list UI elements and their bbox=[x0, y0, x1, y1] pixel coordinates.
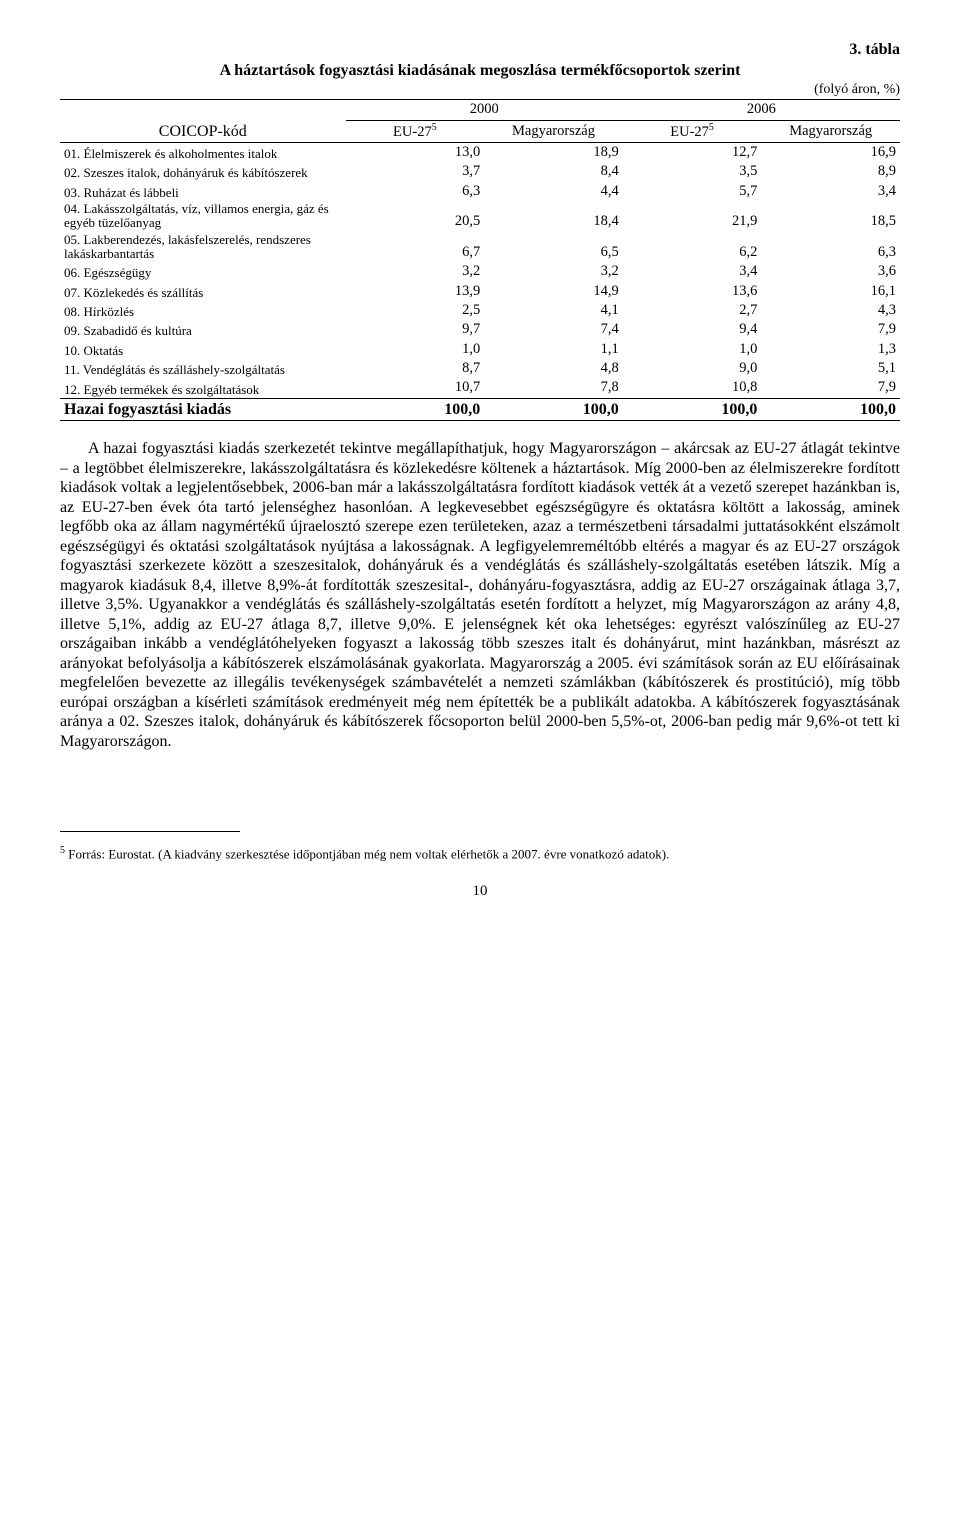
total-value: 100,0 bbox=[761, 398, 900, 420]
table-row: 12. Egyéb termékek és szolgáltatások10,7… bbox=[60, 378, 900, 398]
cell-value: 3,2 bbox=[346, 262, 485, 281]
row-label: 03. Ruházat és lábbeli bbox=[60, 182, 346, 201]
cell-value: 6,2 bbox=[623, 232, 762, 263]
footnote-body: Forrás: Eurostat. (A kiadvány szerkeszté… bbox=[65, 847, 669, 862]
row-label: 04. Lakásszolgáltatás, víz, villamos ene… bbox=[60, 201, 346, 232]
row-label: 08. Hírközlés bbox=[60, 301, 346, 320]
cell-value: 18,4 bbox=[484, 201, 623, 232]
cell-value: 6,3 bbox=[761, 232, 900, 263]
page-number: 10 bbox=[60, 882, 900, 900]
cell-value: 3,2 bbox=[484, 262, 623, 281]
cell-value: 1,3 bbox=[761, 340, 900, 359]
cell-value: 10,8 bbox=[623, 378, 762, 398]
total-row: Hazai fogyasztási kiadás100,0100,0100,01… bbox=[60, 398, 900, 420]
cell-value: 6,7 bbox=[346, 232, 485, 263]
cell-value: 4,8 bbox=[484, 359, 623, 378]
table-row: 09. Szabadidő és kultúra9,77,49,47,9 bbox=[60, 320, 900, 339]
cell-value: 10,7 bbox=[346, 378, 485, 398]
table-row: 08. Hírközlés2,54,12,74,3 bbox=[60, 301, 900, 320]
year-2006-header: 2006 bbox=[623, 100, 900, 120]
cell-value: 3,7 bbox=[346, 162, 485, 181]
cell-value: 8,7 bbox=[346, 359, 485, 378]
subcol-header: Magyarország bbox=[761, 120, 900, 142]
cell-value: 3,4 bbox=[623, 262, 762, 281]
cell-value: 16,9 bbox=[761, 142, 900, 162]
cell-value: 4,3 bbox=[761, 301, 900, 320]
table-row: 10. Oktatás1,01,11,01,3 bbox=[60, 340, 900, 359]
cell-value: 9,4 bbox=[623, 320, 762, 339]
subcol-header: EU-275 bbox=[346, 120, 485, 142]
subcol-header: EU-275 bbox=[623, 120, 762, 142]
cell-value: 3,4 bbox=[761, 182, 900, 201]
cell-value: 4,4 bbox=[484, 182, 623, 201]
total-value: 100,0 bbox=[623, 398, 762, 420]
cell-value: 18,5 bbox=[761, 201, 900, 232]
row-label: 11. Vendéglátás és szálláshely-szolgálta… bbox=[60, 359, 346, 378]
cell-value: 14,9 bbox=[484, 282, 623, 301]
table-row: 02. Szeszes italok, dohányáruk és kábító… bbox=[60, 162, 900, 181]
table-number: 3. tábla bbox=[60, 40, 900, 59]
cell-value: 9,0 bbox=[623, 359, 762, 378]
table-row: 11. Vendéglátás és szálláshely-szolgálta… bbox=[60, 359, 900, 378]
cell-value: 1,1 bbox=[484, 340, 623, 359]
cell-value: 5,1 bbox=[761, 359, 900, 378]
cell-value: 6,3 bbox=[346, 182, 485, 201]
cell-value: 21,9 bbox=[623, 201, 762, 232]
row-label: 10. Oktatás bbox=[60, 340, 346, 359]
cell-value: 13,9 bbox=[346, 282, 485, 301]
total-value: 100,0 bbox=[346, 398, 485, 420]
analysis-paragraph: A hazai fogyasztási kiadás szerkezetét t… bbox=[60, 439, 900, 751]
cell-value: 13,6 bbox=[623, 282, 762, 301]
cell-value: 16,1 bbox=[761, 282, 900, 301]
coicop-header: COICOP-kód bbox=[60, 100, 346, 143]
row-label: 05. Lakberendezés, lakásfelszerelés, ren… bbox=[60, 232, 346, 263]
cell-value: 5,7 bbox=[623, 182, 762, 201]
cell-value: 12,7 bbox=[623, 142, 762, 162]
cell-value: 2,7 bbox=[623, 301, 762, 320]
footnote-text: 5 Forrás: Eurostat. (A kiadvány szerkesz… bbox=[60, 845, 900, 862]
cell-value: 7,9 bbox=[761, 378, 900, 398]
row-label: 06. Egészségügy bbox=[60, 262, 346, 281]
data-table: COICOP-kód 2000 2006 EU-275MagyarországE… bbox=[60, 99, 900, 421]
cell-value: 2,5 bbox=[346, 301, 485, 320]
row-label: 07. Közlekedés és szállítás bbox=[60, 282, 346, 301]
cell-value: 6,5 bbox=[484, 232, 623, 263]
cell-value: 8,9 bbox=[761, 162, 900, 181]
year-2000-header: 2000 bbox=[346, 100, 623, 120]
row-label: 02. Szeszes italok, dohányáruk és kábító… bbox=[60, 162, 346, 181]
table-row: 06. Egészségügy3,23,23,43,6 bbox=[60, 262, 900, 281]
row-label: 09. Szabadidő és kultúra bbox=[60, 320, 346, 339]
cell-value: 20,5 bbox=[346, 201, 485, 232]
table-unit: (folyó áron, %) bbox=[60, 82, 900, 99]
cell-value: 4,1 bbox=[484, 301, 623, 320]
cell-value: 3,5 bbox=[623, 162, 762, 181]
table-row: 05. Lakberendezés, lakásfelszerelés, ren… bbox=[60, 232, 900, 263]
footnote-separator bbox=[60, 831, 240, 832]
cell-value: 7,8 bbox=[484, 378, 623, 398]
table-row: 04. Lakásszolgáltatás, víz, villamos ene… bbox=[60, 201, 900, 232]
subcol-header: Magyarország bbox=[484, 120, 623, 142]
cell-value: 1,0 bbox=[623, 340, 762, 359]
total-value: 100,0 bbox=[484, 398, 623, 420]
table-row: 03. Ruházat és lábbeli6,34,45,73,4 bbox=[60, 182, 900, 201]
cell-value: 13,0 bbox=[346, 142, 485, 162]
cell-value: 7,4 bbox=[484, 320, 623, 339]
cell-value: 9,7 bbox=[346, 320, 485, 339]
cell-value: 7,9 bbox=[761, 320, 900, 339]
table-row: 01. Élelmiszerek és alkoholmentes italok… bbox=[60, 142, 900, 162]
cell-value: 3,6 bbox=[761, 262, 900, 281]
cell-value: 1,0 bbox=[346, 340, 485, 359]
table-row: 07. Közlekedés és szállítás13,914,913,61… bbox=[60, 282, 900, 301]
cell-value: 18,9 bbox=[484, 142, 623, 162]
row-label: 01. Élelmiszerek és alkoholmentes italok bbox=[60, 142, 346, 162]
total-label: Hazai fogyasztási kiadás bbox=[60, 398, 346, 420]
table-title: A háztartások fogyasztási kiadásának meg… bbox=[60, 61, 900, 80]
cell-value: 8,4 bbox=[484, 162, 623, 181]
row-label: 12. Egyéb termékek és szolgáltatások bbox=[60, 378, 346, 398]
